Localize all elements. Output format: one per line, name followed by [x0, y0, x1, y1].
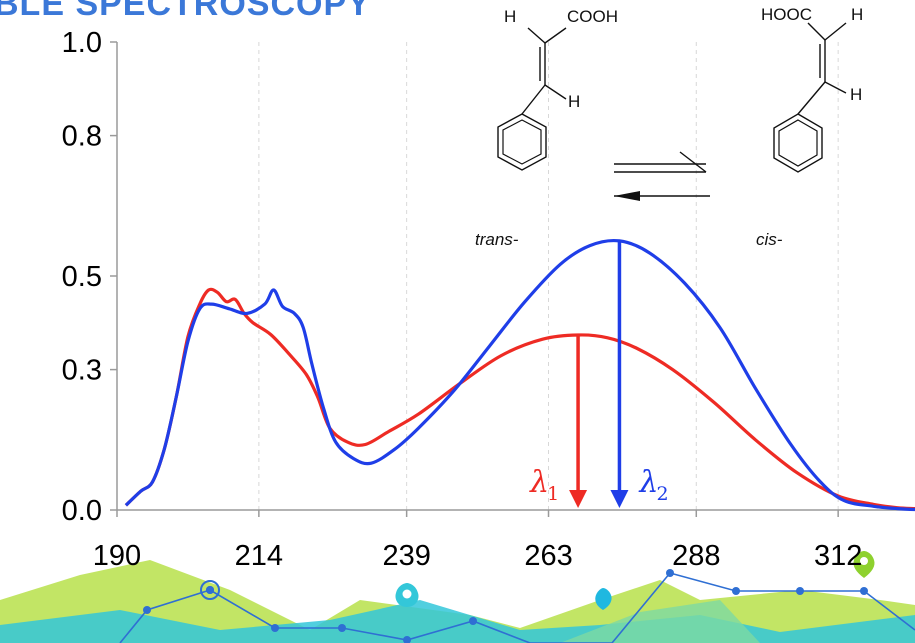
x-tick-label: 214 — [235, 540, 283, 572]
y-ticks: 0.0 0.3 0.5 0.8 1.0 — [62, 27, 117, 527]
slide-header: BLE SPECTROSCOPY — [0, 0, 371, 23]
location-pin-icon — [853, 551, 875, 578]
y-tick-label: 0.3 — [62, 355, 102, 387]
series-line-2 — [124, 238, 915, 512]
y-tick-label: 0.5 — [62, 261, 102, 293]
lambda-1-arrow-head — [569, 490, 588, 508]
location-pin-icon — [395, 583, 419, 607]
trans-label: trans- — [475, 230, 519, 249]
decorative-band — [0, 551, 915, 643]
lambda-1-symbol: λ — [529, 465, 549, 500]
cinnamic-acid-isomers-inset — [497, 22, 847, 201]
x-tick-label: 190 — [93, 540, 141, 572]
x-tick-label: 239 — [382, 540, 430, 572]
y-tick-label: 1.0 — [62, 27, 102, 59]
equilibrium-arrows — [614, 151, 710, 201]
band-dots — [143, 569, 868, 643]
annotations: λ1 λ2 — [529, 240, 669, 508]
trans-substituent-cooh: COOH — [567, 7, 618, 26]
lambda-1-subscript: 1 — [547, 483, 559, 505]
cis-isomer-structure — [773, 22, 847, 173]
lambda-2-subscript: 2 — [656, 483, 668, 505]
band-mint-shape — [560, 600, 760, 643]
trans-isomer-structure — [497, 27, 567, 171]
series-group — [124, 238, 915, 512]
inset-labels: H COOH H HOOC H H trans- cis- — [475, 5, 863, 249]
cis-label: cis- — [756, 230, 783, 249]
cis-substituent-h-top: H — [851, 5, 863, 24]
trans-substituent-h-top: H — [504, 7, 516, 26]
x-tick-label: 312 — [814, 540, 862, 572]
cis-substituent-hooc: HOOC — [761, 5, 812, 24]
trans-substituent-h-right: H — [568, 92, 580, 111]
y-tick-label: 0.0 — [62, 495, 102, 527]
series-line-1 — [124, 287, 915, 511]
band-line — [119, 572, 915, 643]
cis-substituent-h-right: H — [850, 85, 862, 104]
y-tick-label: 0.8 — [62, 121, 102, 153]
x-tick-label: 288 — [672, 540, 720, 572]
lambda-2-symbol: λ — [638, 465, 658, 500]
lambda-2-arrow-head — [610, 490, 629, 508]
x-tick-label: 263 — [524, 540, 572, 572]
drop-icon — [595, 588, 612, 610]
target-icon — [200, 580, 220, 600]
x-ticks: 190 214 239 263 288 312 — [93, 510, 862, 572]
